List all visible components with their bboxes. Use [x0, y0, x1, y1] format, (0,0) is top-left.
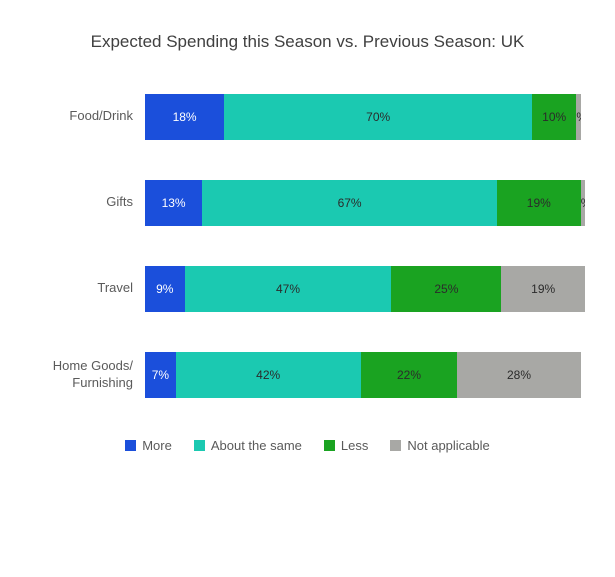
bar-segment-same: 47% — [185, 266, 392, 312]
bar-segment-less: 22% — [361, 352, 458, 398]
category-label: Gifts — [30, 194, 145, 211]
bar-row: Home Goods/ Furnishing 7% 42% 22% 28% — [30, 352, 585, 398]
bar-segment-na: 19% — [501, 266, 585, 312]
bar-segment-more: 13% — [145, 180, 202, 226]
bar-segment-less: 25% — [391, 266, 501, 312]
bar-track: 7% 42% 22% 28% — [145, 352, 585, 398]
bar-segment-same: 67% — [202, 180, 497, 226]
bar-segment-na: 1% — [576, 94, 580, 140]
bar-segment-na: 28% — [457, 352, 580, 398]
bar-row: Travel 9% 47% 25% 19% — [30, 266, 585, 312]
bar-track: 13% 67% 19% 1% — [145, 180, 585, 226]
bar-row: Gifts 13% 67% 19% 1% — [30, 180, 585, 226]
category-label: Food/Drink — [30, 108, 145, 125]
bar-segment-more: 18% — [145, 94, 224, 140]
bar-track: 18% 70% 10% 1% — [145, 94, 585, 140]
legend-label: More — [142, 438, 172, 453]
bar-segment-less: 19% — [497, 180, 581, 226]
legend-swatch — [324, 440, 335, 451]
category-label: Travel — [30, 280, 145, 297]
legend-swatch — [125, 440, 136, 451]
bar-segment-more: 7% — [145, 352, 176, 398]
bar-segment-na: 1% — [581, 180, 585, 226]
bar-segment-same: 42% — [176, 352, 361, 398]
bar-segment-less: 10% — [532, 94, 576, 140]
chart-legend: More About the same Less Not applicable — [30, 438, 585, 453]
chart-bars: Food/Drink 18% 70% 10% 1% Gifts 13% 67% … — [30, 94, 585, 398]
legend-swatch — [194, 440, 205, 451]
bar-track: 9% 47% 25% 19% — [145, 266, 585, 312]
legend-item-na: Not applicable — [390, 438, 489, 453]
legend-item-same: About the same — [194, 438, 302, 453]
legend-item-more: More — [125, 438, 172, 453]
chart-title: Expected Spending this Season vs. Previo… — [30, 30, 585, 54]
bar-segment-same: 70% — [224, 94, 532, 140]
legend-label: Less — [341, 438, 368, 453]
legend-label: About the same — [211, 438, 302, 453]
category-label: Home Goods/ Furnishing — [30, 358, 145, 392]
legend-item-less: Less — [324, 438, 368, 453]
bar-row: Food/Drink 18% 70% 10% 1% — [30, 94, 585, 140]
bar-segment-more: 9% — [145, 266, 185, 312]
legend-label: Not applicable — [407, 438, 489, 453]
legend-swatch — [390, 440, 401, 451]
